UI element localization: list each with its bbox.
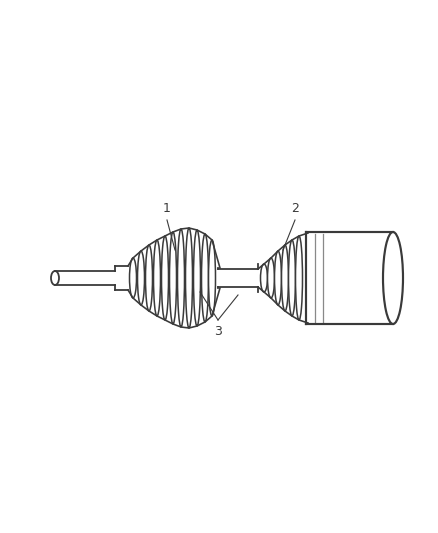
Ellipse shape: [268, 258, 275, 298]
Ellipse shape: [177, 229, 184, 327]
Ellipse shape: [296, 236, 303, 320]
Ellipse shape: [261, 264, 268, 292]
Ellipse shape: [186, 228, 192, 328]
Ellipse shape: [51, 271, 59, 285]
Text: 1: 1: [163, 202, 171, 215]
Ellipse shape: [153, 240, 160, 316]
Ellipse shape: [275, 251, 282, 305]
Ellipse shape: [383, 232, 403, 324]
Ellipse shape: [145, 245, 152, 311]
Ellipse shape: [289, 240, 296, 316]
Text: 3: 3: [214, 325, 222, 338]
Ellipse shape: [138, 251, 145, 305]
Ellipse shape: [201, 234, 208, 322]
Ellipse shape: [162, 236, 169, 320]
Ellipse shape: [282, 245, 289, 311]
Text: 2: 2: [291, 202, 299, 215]
Ellipse shape: [208, 240, 215, 316]
Ellipse shape: [194, 230, 201, 326]
Ellipse shape: [130, 258, 137, 298]
Ellipse shape: [170, 232, 177, 324]
